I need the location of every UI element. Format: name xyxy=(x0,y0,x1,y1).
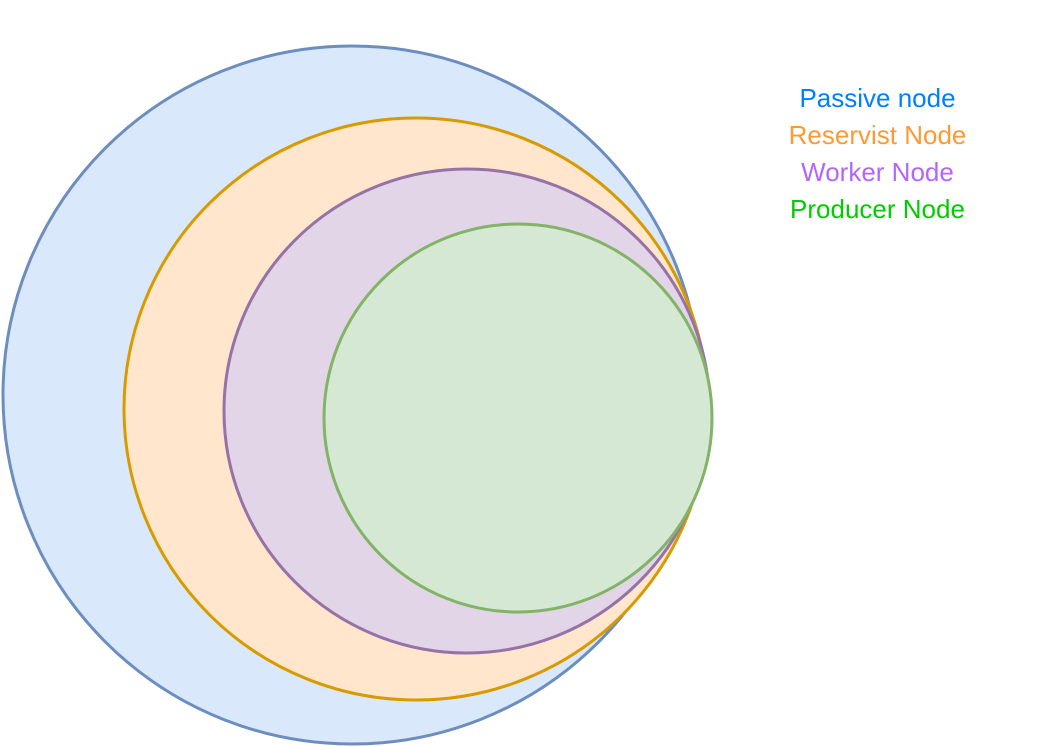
producer-node-circle xyxy=(322,222,714,614)
legend-worker-node: Worker Node xyxy=(801,157,954,187)
node-type-legend: Passive node Reservist Node Worker Node … xyxy=(760,80,995,228)
legend-passive-node: Passive node xyxy=(799,83,956,113)
legend-producer-node: Producer Node xyxy=(790,194,965,224)
legend-reservist-node: Reservist Node xyxy=(788,120,967,150)
